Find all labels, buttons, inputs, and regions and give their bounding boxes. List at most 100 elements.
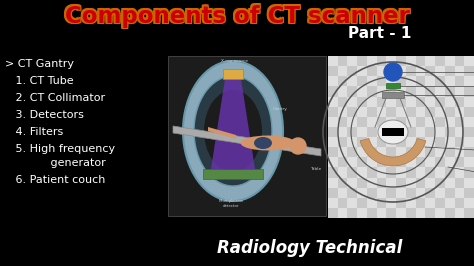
Bar xyxy=(338,56,347,66)
Bar xyxy=(435,56,445,66)
Bar xyxy=(425,127,435,137)
Ellipse shape xyxy=(254,137,272,149)
Bar xyxy=(338,86,347,97)
Text: Components of CT scanner: Components of CT scanner xyxy=(64,6,408,29)
Text: Gantry: Gantry xyxy=(273,107,288,111)
Text: Components of CT scanner: Components of CT scanner xyxy=(63,5,408,27)
Bar xyxy=(382,92,404,98)
Bar xyxy=(347,198,357,208)
Text: Components of CT scanner: Components of CT scanner xyxy=(64,5,410,27)
Text: Components of CT scanner: Components of CT scanner xyxy=(64,3,408,26)
Ellipse shape xyxy=(183,61,283,201)
Bar xyxy=(386,97,396,107)
Bar xyxy=(347,147,357,157)
Bar xyxy=(367,56,377,66)
Bar xyxy=(357,107,367,117)
Bar xyxy=(367,167,377,177)
Bar xyxy=(435,127,445,137)
Text: X-ray source: X-ray source xyxy=(221,59,248,63)
Bar xyxy=(367,76,377,86)
Bar xyxy=(396,167,406,177)
Bar xyxy=(406,127,416,137)
Text: Components of CT scanner: Components of CT scanner xyxy=(64,3,410,26)
Bar xyxy=(347,127,357,137)
Bar xyxy=(455,107,464,117)
Bar xyxy=(367,198,377,208)
Bar xyxy=(416,107,425,117)
Bar xyxy=(445,107,455,117)
Bar xyxy=(347,76,357,86)
Bar xyxy=(396,208,406,218)
Bar xyxy=(338,157,347,167)
Bar xyxy=(377,167,386,177)
Bar xyxy=(338,147,347,157)
Bar xyxy=(338,107,347,117)
Bar xyxy=(386,76,396,86)
Bar xyxy=(464,208,474,218)
Bar xyxy=(435,76,445,86)
Bar xyxy=(425,147,435,157)
Bar xyxy=(347,107,357,117)
Bar xyxy=(464,66,474,76)
Bar xyxy=(396,97,406,107)
Bar xyxy=(338,127,347,137)
Bar xyxy=(347,157,357,167)
Bar xyxy=(464,157,474,167)
Bar xyxy=(416,127,425,137)
Bar xyxy=(445,167,455,177)
Ellipse shape xyxy=(240,135,295,151)
Bar xyxy=(347,66,357,76)
Bar xyxy=(455,198,464,208)
Bar xyxy=(377,177,386,188)
Bar xyxy=(425,107,435,117)
Bar xyxy=(435,188,445,198)
Bar xyxy=(406,147,416,157)
Bar xyxy=(455,76,464,86)
Bar xyxy=(464,137,474,147)
Bar xyxy=(416,198,425,208)
Bar xyxy=(416,157,425,167)
Ellipse shape xyxy=(378,120,408,144)
Bar xyxy=(347,167,357,177)
Bar xyxy=(455,157,464,167)
Bar xyxy=(367,137,377,147)
Bar xyxy=(396,117,406,127)
Bar xyxy=(396,66,406,76)
Bar xyxy=(328,56,338,66)
Bar xyxy=(455,167,464,177)
Bar xyxy=(425,117,435,127)
Bar xyxy=(455,86,464,97)
Bar xyxy=(347,97,357,107)
Bar xyxy=(328,208,338,218)
Bar xyxy=(425,157,435,167)
Bar xyxy=(464,117,474,127)
Bar xyxy=(328,117,338,127)
Bar xyxy=(406,208,416,218)
Bar xyxy=(382,128,404,136)
Bar xyxy=(386,56,396,66)
Bar xyxy=(386,66,396,76)
Bar xyxy=(396,198,406,208)
Bar xyxy=(357,198,367,208)
Bar xyxy=(445,76,455,86)
Bar xyxy=(455,97,464,107)
Bar xyxy=(406,66,416,76)
Bar xyxy=(416,76,425,86)
Bar xyxy=(338,208,347,218)
Bar xyxy=(338,117,347,127)
Bar xyxy=(406,198,416,208)
Bar xyxy=(425,198,435,208)
Bar xyxy=(416,86,425,97)
Ellipse shape xyxy=(194,76,272,186)
Bar xyxy=(328,66,338,76)
Bar xyxy=(406,188,416,198)
Bar xyxy=(435,167,445,177)
Bar xyxy=(425,86,435,97)
Bar xyxy=(357,157,367,167)
Bar xyxy=(425,97,435,107)
Bar xyxy=(435,198,445,208)
Bar xyxy=(338,188,347,198)
Bar xyxy=(347,208,357,218)
Bar xyxy=(377,127,386,137)
Bar xyxy=(386,83,400,88)
